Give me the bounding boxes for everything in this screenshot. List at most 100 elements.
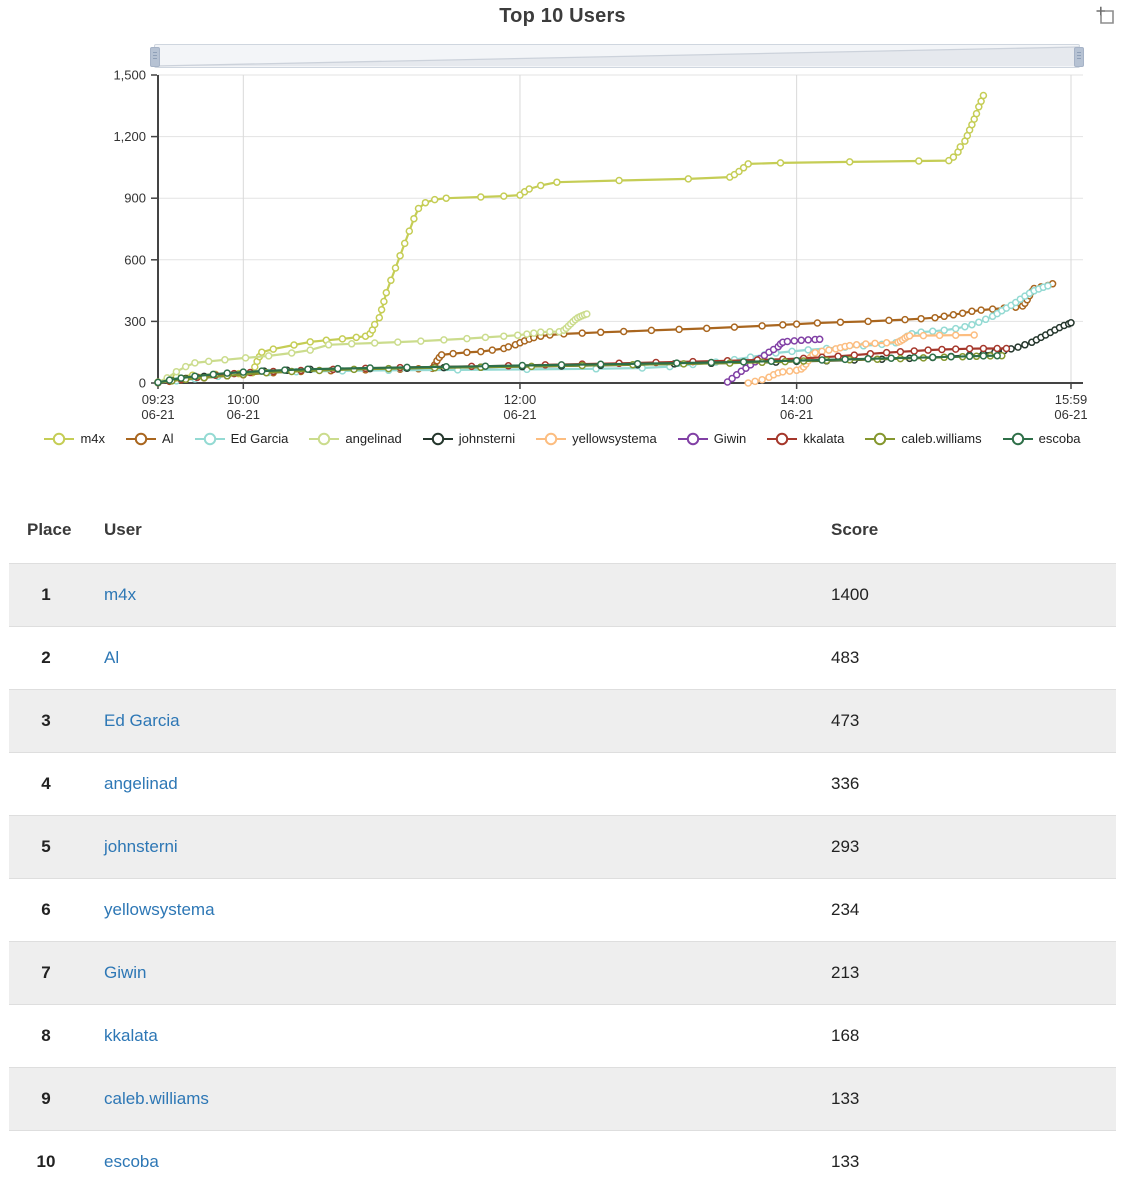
- score-cell: 168: [830, 1005, 1116, 1068]
- legend-item-yellowsystema[interactable]: yellowsystema: [536, 431, 657, 446]
- user-cell: angelinad: [83, 753, 830, 816]
- place-cell: 6: [9, 879, 83, 942]
- legend-item-angelinad[interactable]: angelinad: [309, 431, 401, 446]
- svg-text:300: 300: [124, 314, 146, 329]
- legend-item-kkalata[interactable]: kkalata: [767, 431, 844, 446]
- score-cell: 133: [830, 1131, 1116, 1193]
- user-cell: Al: [83, 627, 830, 690]
- legend-marker-icon: [195, 432, 225, 446]
- svg-text:1,500: 1,500: [113, 68, 146, 83]
- score-cell: 336: [830, 753, 1116, 816]
- svg-text:12:00: 12:00: [504, 392, 537, 407]
- table-row: 5 johnsterni 293: [9, 816, 1116, 879]
- legend-item-Giwin[interactable]: Giwin: [678, 431, 747, 446]
- table-row: 2 Al 483: [9, 627, 1116, 690]
- svg-text:06-21: 06-21: [780, 407, 813, 422]
- user-cell: escoba: [83, 1131, 830, 1193]
- user-link[interactable]: escoba: [104, 1152, 159, 1171]
- svg-text:600: 600: [124, 252, 146, 267]
- svg-text:06-21: 06-21: [503, 407, 536, 422]
- score-cell: 234: [830, 879, 1116, 942]
- legend-marker-icon: [309, 432, 339, 446]
- score-cell: 293: [830, 816, 1116, 879]
- legend-label: kkalata: [803, 431, 844, 446]
- place-cell: 1: [9, 564, 83, 627]
- line-chart: 03006009001,2001,50009:2306-2110:0006-21…: [0, 0, 1125, 428]
- legend-item-escoba[interactable]: escoba: [1003, 431, 1081, 446]
- svg-text:1,200: 1,200: [113, 129, 146, 144]
- user-cell: Giwin: [83, 942, 830, 1005]
- legend-marker-icon: [536, 432, 566, 446]
- user-link[interactable]: caleb.williams: [104, 1089, 209, 1108]
- chart-legend: m4x Al Ed Garcia angelinad johnsterni yellows…: [0, 431, 1125, 446]
- legend-label: yellowsystema: [572, 431, 657, 446]
- legend-label: Giwin: [714, 431, 747, 446]
- score-cell: 1400: [830, 564, 1116, 627]
- legend-item-caleb.williams[interactable]: caleb.williams: [865, 431, 981, 446]
- user-cell: Ed Garcia: [83, 690, 830, 753]
- user-link[interactable]: m4x: [104, 585, 136, 604]
- legend-item-Ed Garcia[interactable]: Ed Garcia: [195, 431, 289, 446]
- svg-text:06-21: 06-21: [141, 407, 174, 422]
- brush-handle-right[interactable]: [1074, 47, 1084, 67]
- place-cell: 10: [9, 1131, 83, 1193]
- legend-label: Al: [162, 431, 174, 446]
- user-link[interactable]: kkalata: [104, 1026, 158, 1045]
- user-link[interactable]: Al: [104, 648, 119, 667]
- table-row: 6 yellowsystema 234: [9, 879, 1116, 942]
- column-header-user: User: [83, 497, 830, 564]
- place-cell: 2: [9, 627, 83, 690]
- brush-handle-left[interactable]: [150, 47, 160, 67]
- legend-label: escoba: [1039, 431, 1081, 446]
- user-link[interactable]: johnsterni: [104, 837, 178, 856]
- legend-label: caleb.williams: [901, 431, 981, 446]
- table-row: 4 angelinad 336: [9, 753, 1116, 816]
- axes: [157, 75, 1083, 383]
- gridlines: [158, 75, 1083, 383]
- legend-marker-icon: [767, 432, 797, 446]
- user-link[interactable]: Giwin: [104, 963, 147, 982]
- place-cell: 9: [9, 1068, 83, 1131]
- legend-marker-icon: [44, 432, 74, 446]
- score-cell: 473: [830, 690, 1116, 753]
- svg-text:06-21: 06-21: [1054, 407, 1087, 422]
- legend-label: johnsterni: [459, 431, 515, 446]
- user-link[interactable]: yellowsystema: [104, 900, 215, 919]
- legend-marker-icon: [126, 432, 156, 446]
- legend-marker-icon: [423, 432, 453, 446]
- table-header-row: Place User Score: [9, 497, 1116, 564]
- user-cell: caleb.williams: [83, 1068, 830, 1131]
- user-link[interactable]: angelinad: [104, 774, 178, 793]
- legend-label: m4x: [80, 431, 105, 446]
- legend-item-m4x[interactable]: m4x: [44, 431, 105, 446]
- place-cell: 4: [9, 753, 83, 816]
- legend-label: Ed Garcia: [231, 431, 289, 446]
- svg-text:900: 900: [124, 191, 146, 206]
- score-cell: 133: [830, 1068, 1116, 1131]
- user-cell: kkalata: [83, 1005, 830, 1068]
- place-cell: 5: [9, 816, 83, 879]
- legend-label: angelinad: [345, 431, 401, 446]
- user-link[interactable]: Ed Garcia: [104, 711, 180, 730]
- legend-item-Al[interactable]: Al: [126, 431, 174, 446]
- svg-text:14:00: 14:00: [780, 392, 813, 407]
- user-cell: johnsterni: [83, 816, 830, 879]
- x-axis-labels: 09:2306-2110:0006-2112:0006-2114:0006-21…: [141, 383, 1087, 422]
- score-cell: 213: [830, 942, 1116, 1005]
- svg-text:09:23: 09:23: [142, 392, 175, 407]
- place-cell: 8: [9, 1005, 83, 1068]
- svg-text:15:59: 15:59: [1055, 392, 1088, 407]
- legend-marker-icon: [865, 432, 895, 446]
- svg-text:10:00: 10:00: [227, 392, 260, 407]
- score-cell: 483: [830, 627, 1116, 690]
- user-cell: yellowsystema: [83, 879, 830, 942]
- table-row: 8 kkalata 168: [9, 1005, 1116, 1068]
- legend-item-johnsterni[interactable]: johnsterni: [423, 431, 515, 446]
- table-row: 10 escoba 133: [9, 1131, 1116, 1193]
- column-header-place: Place: [9, 497, 83, 564]
- legend-marker-icon: [678, 432, 708, 446]
